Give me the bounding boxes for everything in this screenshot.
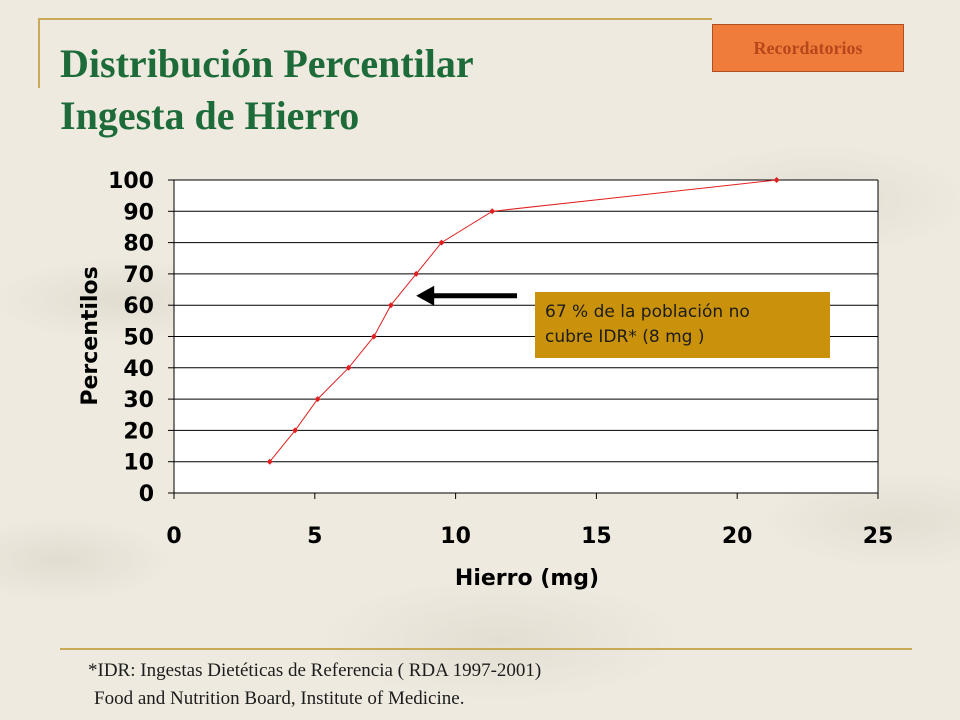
x-tick-label: 10 [440, 524, 471, 549]
annotation-line-1: 67 % de la población no [545, 302, 750, 322]
page-title: Distribución Percentilar Ingesta de Hier… [60, 38, 474, 142]
data-point [345, 364, 352, 371]
data-point [773, 177, 780, 183]
data-point [438, 239, 445, 246]
data-point [370, 333, 377, 340]
data-point [266, 458, 273, 465]
annotation-line-2: cubre IDR* (8 mg ) [545, 327, 705, 347]
x-tick-label: 5 [307, 524, 322, 549]
data-point [387, 302, 394, 309]
y-tick-label: 10 [123, 451, 154, 476]
x-axis-label: Hierro (mg) [455, 566, 599, 591]
y-tick-label: 0 [139, 482, 154, 507]
axes [168, 179, 879, 499]
data-point [413, 270, 420, 277]
y-tick-label: 20 [123, 419, 154, 444]
footnote: *IDR: Ingestas Dietéticas de Referencia … [88, 657, 541, 713]
x-tick-label: 20 [722, 524, 753, 549]
y-tick-label: 30 [123, 388, 154, 413]
arrow-head [416, 285, 435, 306]
x-tick-label: 15 [581, 524, 612, 549]
x-tick-label: 25 [863, 524, 894, 549]
recordatorios-label: Recordatorios [753, 37, 863, 58]
series-line [269, 179, 777, 463]
y-tick-label: 80 [123, 232, 154, 257]
footnote-line-1: *IDR: Ingestas Dietéticas de Referencia … [88, 660, 542, 681]
y-tick-label: 100 [108, 169, 154, 194]
title-line-1: Distribución Percentilar [60, 41, 474, 86]
y-tick-label: 70 [123, 263, 154, 288]
y-axis-label: Percentilos [78, 266, 103, 405]
tick-labels: 0 10 20 30 40 50 60 70 80 90 100 0 5 10 15 20 25 [108, 169, 893, 549]
top-rule [38, 18, 712, 20]
y-tick-label: 40 [123, 357, 154, 382]
data-point [314, 396, 321, 403]
left-rule [38, 18, 40, 88]
data-series [266, 177, 780, 465]
annotation-arrow [416, 285, 517, 306]
bottom-rule [60, 648, 912, 650]
data-point [292, 427, 299, 434]
x-tick-label: 0 [166, 524, 181, 549]
footnote-line-2: Food and Nutrition Board, Institute of M… [94, 688, 465, 709]
annotation-box: 67 % de la población no cubre IDR* (8 mg… [535, 292, 830, 358]
y-tick-label: 50 [123, 326, 154, 351]
data-point [489, 208, 496, 215]
recordatorios-button[interactable]: Recordatorios [712, 24, 904, 72]
title-line-2: Ingesta de Hierro [60, 93, 360, 138]
y-tick-label: 60 [123, 294, 154, 319]
y-tick-label: 90 [123, 200, 154, 225]
